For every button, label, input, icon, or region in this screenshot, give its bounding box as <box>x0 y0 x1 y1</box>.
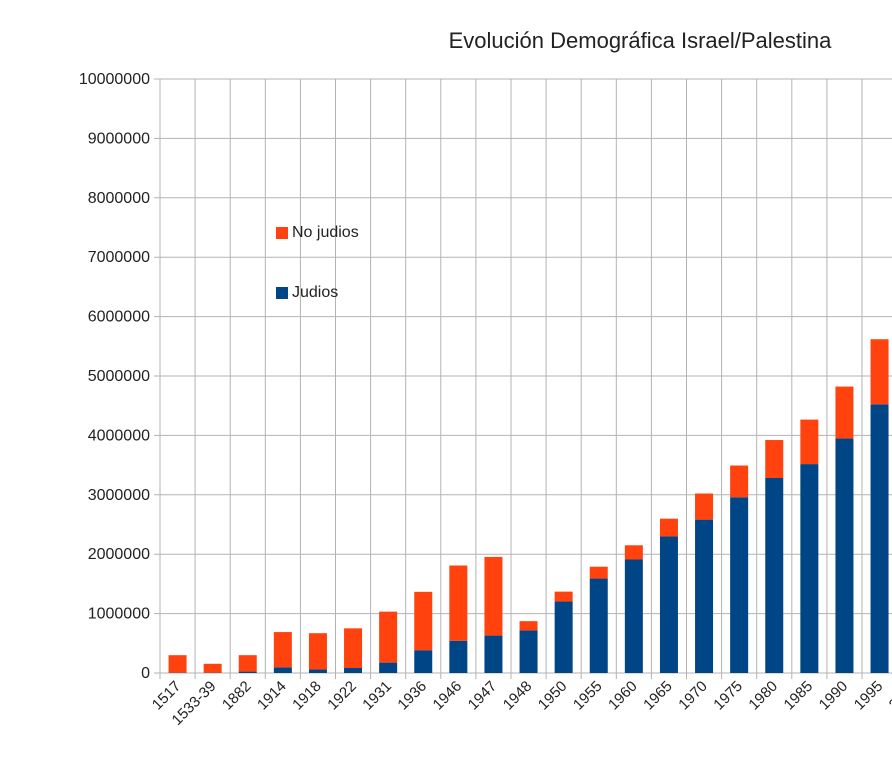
bar-judios-1914 <box>273 667 292 673</box>
x-tick-label: 1914 <box>254 678 290 714</box>
bars <box>168 339 889 673</box>
bar-judios-1946 <box>449 640 468 673</box>
legend-item-no-judios: No judios <box>276 224 359 242</box>
y-tick-label: 5000000 <box>88 368 150 385</box>
bar-no-judios-1922 <box>344 628 363 669</box>
x-tick-label: 1950 <box>535 678 571 714</box>
bar-no-judios-1948 <box>519 621 538 631</box>
x-tick-label: 1931 <box>359 678 395 714</box>
bar-judios-1990 <box>835 438 854 673</box>
bar-judios-1931 <box>379 662 398 673</box>
bar-no-judios-1975 <box>730 465 749 498</box>
bar-no-judios-1980 <box>765 440 784 478</box>
bar-no-judios-1965 <box>659 518 678 537</box>
bar-no-judios-1931 <box>379 611 398 663</box>
bar-judios-1950 <box>554 601 573 673</box>
bar-no-judios-1955 <box>589 566 608 579</box>
x-tick-label: 1955 <box>570 678 606 714</box>
y-tick-label: 1000000 <box>88 606 150 623</box>
bar-no-judios-1517 <box>168 655 187 673</box>
chart-title: Evolución Demográfica Israel/Palestina <box>448 28 832 53</box>
y-tick-label: 3000000 <box>88 487 150 504</box>
y-tick-label: 10000000 <box>79 71 150 88</box>
bar-judios-1918 <box>308 669 327 673</box>
y-tick-label: 8000000 <box>88 190 150 207</box>
bar-judios-1995 <box>870 404 889 673</box>
bar-no-judios-1918 <box>308 633 327 670</box>
x-tick-label: 1960 <box>605 678 641 714</box>
x-tick-label: 1922 <box>324 678 360 714</box>
bar-no-judios-1990 <box>835 386 854 439</box>
x-tick-label: 1948 <box>500 678 536 714</box>
x-tick-label: 1946 <box>430 678 466 714</box>
bar-no-judios-1947 <box>484 556 503 636</box>
y-tick-label: 2000000 <box>88 546 150 563</box>
x-tick-label: 1990 <box>816 678 852 714</box>
bar-judios-1955 <box>589 578 608 673</box>
grid-lines <box>154 78 892 679</box>
bar-no-judios-1882 <box>238 655 257 672</box>
bar-judios-1970 <box>695 519 714 673</box>
bar-judios-1948 <box>519 630 538 673</box>
x-tick-label: 1965 <box>640 678 676 714</box>
bar-judios-1960 <box>624 559 643 673</box>
bar-judios-1980 <box>765 477 784 673</box>
bar-no-judios-1960 <box>624 545 643 560</box>
x-tick-label: 1995 <box>851 678 887 714</box>
bar-judios-1922 <box>344 668 363 673</box>
x-tick-label: 1918 <box>289 678 325 714</box>
y-tick-label: 7000000 <box>88 249 150 266</box>
x-tick-label: 1947 <box>465 678 501 714</box>
bar-judios-1985 <box>800 464 819 673</box>
legend-swatch-judios <box>276 287 288 299</box>
bar-no-judios-1985 <box>800 419 819 465</box>
bar-judios-1947 <box>484 635 503 673</box>
bar-no-judios-1950 <box>554 591 573 602</box>
bar-no-judios-1946 <box>449 565 468 641</box>
bar-no-judios-1936 <box>414 591 433 651</box>
legend-swatch-no-judios <box>276 227 288 239</box>
x-tick-label: 1980 <box>745 678 781 714</box>
x-tick-label: 1975 <box>710 678 746 714</box>
bar-judios-1965 <box>659 536 678 673</box>
legend-item-judios: Judios <box>276 284 338 302</box>
bar-no-judios-1914 <box>273 632 292 668</box>
bar-judios-1936 <box>414 650 433 673</box>
x-tick-label: 1882 <box>219 678 255 714</box>
bar-no-judios-1533-39 <box>203 663 222 673</box>
y-tick-label: 4000000 <box>88 427 150 444</box>
legend-label-no-judios: No judios <box>292 224 359 241</box>
legend-label-judios: Judios <box>292 284 339 301</box>
y-tick-label: 9000000 <box>88 130 150 147</box>
bar-judios-1882 <box>238 671 257 673</box>
y-tick-label: 6000000 <box>88 309 150 326</box>
bar-no-judios-1970 <box>695 493 714 520</box>
x-tick-label: 1970 <box>675 678 711 714</box>
x-tick-label: 2000 <box>886 678 892 714</box>
bar-judios-1975 <box>730 497 749 673</box>
x-tick-label: 1936 <box>394 678 430 714</box>
y-axis-ticks: 0 1000000 2000000 3000000 4000000 5000000 6000… <box>79 71 150 682</box>
bar-no-judios-1995 <box>870 339 889 405</box>
x-tick-label: 1985 <box>781 678 817 714</box>
y-tick-label: 0 <box>141 665 150 682</box>
